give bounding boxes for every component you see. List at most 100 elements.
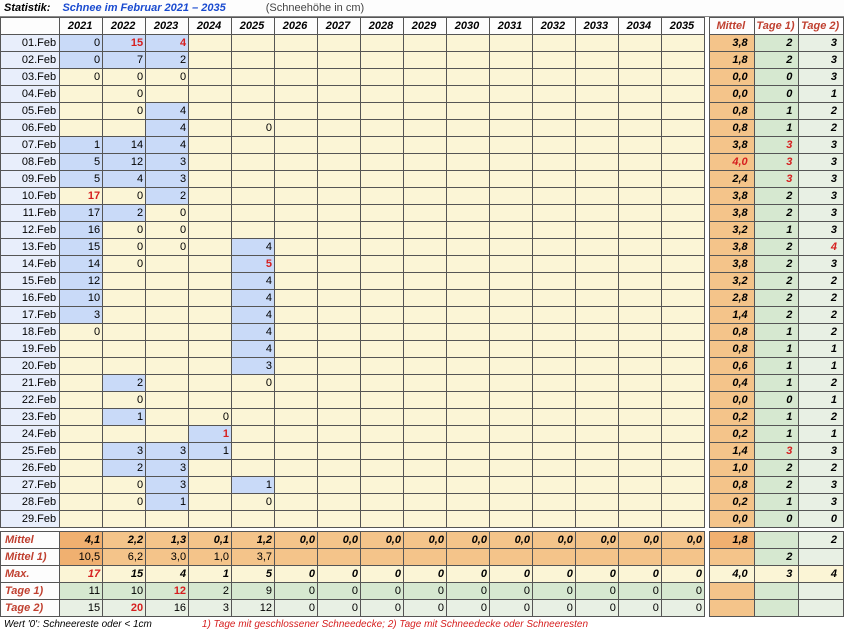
- data-cell: [146, 426, 189, 443]
- data-cell: [146, 358, 189, 375]
- side-cell: 2: [754, 52, 799, 69]
- data-cell: [60, 443, 103, 460]
- data-cell: [532, 120, 575, 137]
- side-cell: 0: [754, 511, 799, 528]
- data-cell: 3: [146, 171, 189, 188]
- data-cell: [661, 205, 704, 222]
- side-summary-cell: 4: [799, 566, 844, 583]
- summary-cell: 0,0: [661, 532, 704, 549]
- data-cell: [618, 290, 661, 307]
- data-cell: [575, 35, 618, 52]
- data-cell: [661, 358, 704, 375]
- data-cell: [575, 52, 618, 69]
- data-cell: 4: [146, 137, 189, 154]
- data-cell: [489, 222, 532, 239]
- side-cell: 2: [799, 273, 844, 290]
- year-header: 2027: [318, 18, 361, 35]
- data-cell: 4: [146, 103, 189, 120]
- side-cell: 2,4: [710, 171, 755, 188]
- summary-cell: 0: [403, 566, 446, 583]
- data-cell: [489, 290, 532, 307]
- data-cell: [146, 392, 189, 409]
- data-cell: [446, 341, 489, 358]
- data-cell: [146, 341, 189, 358]
- data-cell: [618, 256, 661, 273]
- day-label: 13.Feb: [1, 239, 60, 256]
- data-cell: [318, 477, 361, 494]
- summary-cell: [532, 549, 575, 566]
- data-cell: [489, 307, 532, 324]
- data-cell: [446, 409, 489, 426]
- side-cell: 1: [754, 375, 799, 392]
- summary-cell: 0: [489, 583, 532, 600]
- summary-cell: 0: [532, 600, 575, 617]
- data-cell: [575, 358, 618, 375]
- data-cell: [403, 52, 446, 69]
- data-cell: [403, 477, 446, 494]
- data-cell: [575, 426, 618, 443]
- data-cell: [575, 511, 618, 528]
- data-cell: [103, 358, 146, 375]
- data-cell: [189, 222, 232, 239]
- data-cell: [275, 171, 318, 188]
- data-cell: [275, 324, 318, 341]
- summary-cell: 0: [403, 600, 446, 617]
- summary-cell: 0,0: [275, 532, 318, 549]
- data-cell: [189, 205, 232, 222]
- day-label: 15.Feb: [1, 273, 60, 290]
- side-cell: 1: [754, 103, 799, 120]
- side-cell: 1,4: [710, 307, 755, 324]
- data-cell: [318, 69, 361, 86]
- data-cell: [575, 443, 618, 460]
- data-cell: [532, 426, 575, 443]
- data-cell: [575, 494, 618, 511]
- data-cell: [446, 307, 489, 324]
- data-cell: 0: [232, 375, 275, 392]
- data-cell: [618, 494, 661, 511]
- data-cell: [232, 86, 275, 103]
- data-cell: [575, 103, 618, 120]
- year-header: 2022: [103, 18, 146, 35]
- data-cell: [189, 35, 232, 52]
- data-cell: [446, 494, 489, 511]
- data-cell: 0: [232, 120, 275, 137]
- data-cell: 0: [103, 222, 146, 239]
- day-label: 26.Feb: [1, 460, 60, 477]
- data-cell: [575, 239, 618, 256]
- side-cell: 3: [799, 171, 844, 188]
- side-cell: 1: [754, 222, 799, 239]
- summary-cell: 0: [403, 583, 446, 600]
- data-cell: [575, 460, 618, 477]
- summary-cell: 0: [361, 566, 404, 583]
- data-cell: [146, 256, 189, 273]
- data-cell: [446, 443, 489, 460]
- data-cell: [275, 273, 318, 290]
- data-cell: [275, 103, 318, 120]
- summary-cell: 0: [618, 583, 661, 600]
- side-cell: 0: [754, 69, 799, 86]
- data-cell: [489, 171, 532, 188]
- data-cell: [60, 341, 103, 358]
- summary-cell: 1: [189, 566, 232, 583]
- summary-cell: 0: [489, 566, 532, 583]
- side-cell: 3: [799, 222, 844, 239]
- data-cell: 3: [232, 358, 275, 375]
- data-cell: [489, 494, 532, 511]
- day-label: 11.Feb: [1, 205, 60, 222]
- data-cell: [661, 477, 704, 494]
- data-cell: [618, 375, 661, 392]
- data-cell: [618, 358, 661, 375]
- data-cell: [661, 52, 704, 69]
- data-cell: [618, 69, 661, 86]
- data-cell: [575, 120, 618, 137]
- summary-table: MittelTage 1)Tage 2)3,8231,8230,0030,001…: [709, 17, 844, 617]
- day-label: 24.Feb: [1, 426, 60, 443]
- data-cell: [275, 256, 318, 273]
- data-cell: 17: [60, 188, 103, 205]
- side-cell: 0,8: [710, 324, 755, 341]
- data-cell: [661, 120, 704, 137]
- data-cell: [489, 154, 532, 171]
- data-cell: 0: [103, 477, 146, 494]
- data-cell: [103, 290, 146, 307]
- data-cell: [275, 494, 318, 511]
